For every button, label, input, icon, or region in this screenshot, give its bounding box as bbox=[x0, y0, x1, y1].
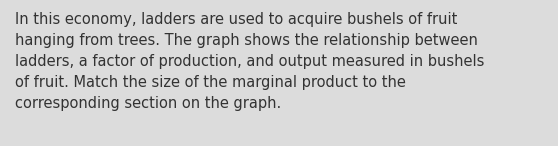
Text: In this economy, ladders are used to acquire bushels of fruit
hanging from trees: In this economy, ladders are used to acq… bbox=[15, 12, 484, 111]
